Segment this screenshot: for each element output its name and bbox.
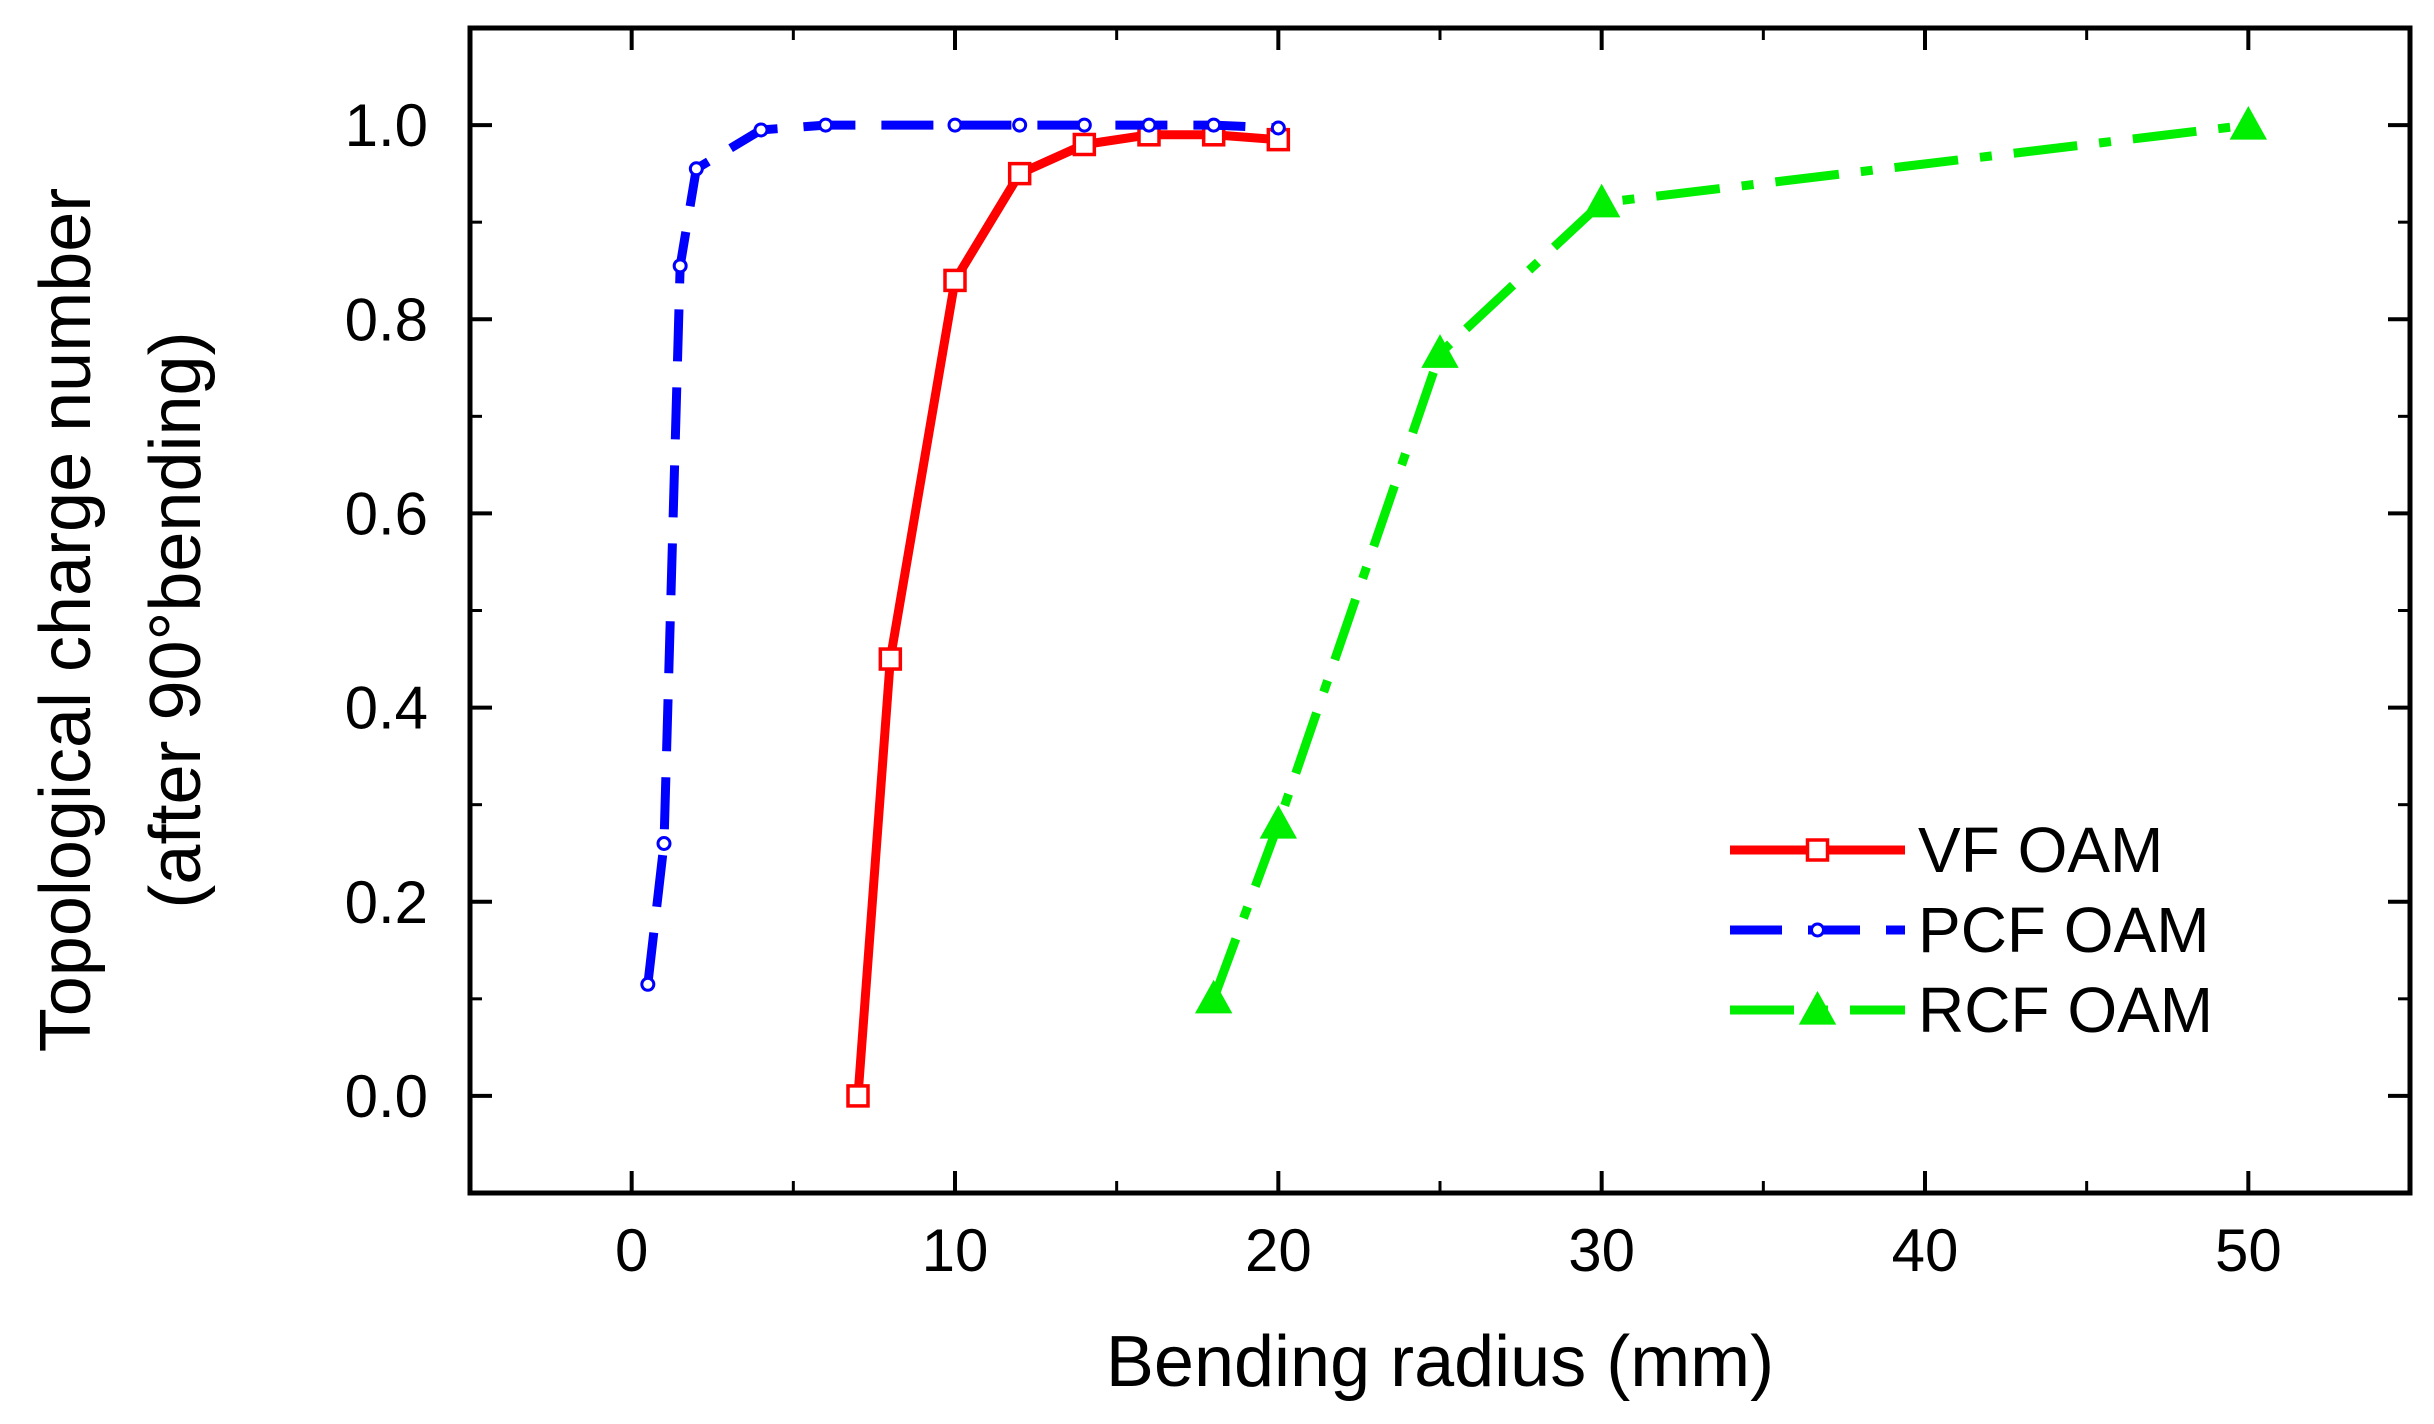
y-tick-label: 1.0 bbox=[345, 92, 428, 159]
x-tick-label: 20 bbox=[1245, 1217, 1312, 1284]
data-point-vf-oam bbox=[878, 647, 903, 671]
legend: VF OAM PCF OAM RCF OAM bbox=[1730, 814, 2213, 1046]
data-point-vf-oam bbox=[943, 268, 967, 293]
y-axis-title-line-1: Topological charge number bbox=[26, 188, 106, 1053]
legend-label-rcf-oam: RCF OAM bbox=[1918, 974, 2213, 1046]
data-point-rcf-oam bbox=[1194, 979, 1233, 1014]
data-point-vf-oam bbox=[1072, 132, 1097, 157]
data-point-pcf-oam bbox=[656, 836, 672, 851]
x-tick-label: 50 bbox=[2215, 1217, 2282, 1284]
plot-area bbox=[467, 25, 2413, 1196]
series-line-pcf-oam bbox=[643, 120, 1279, 985]
legend-marker-rcf-oam bbox=[1798, 990, 1837, 1025]
x-axis-ticks: 0 10 20 30 40 50 bbox=[615, 28, 2282, 1284]
series-pcf-oam bbox=[640, 117, 1286, 992]
y-tick-label: 0.0 bbox=[345, 1063, 428, 1130]
series-vf-oam bbox=[846, 123, 1291, 1108]
legend-label-vf-oam: VF OAM bbox=[1918, 814, 2163, 886]
data-point-pcf-oam bbox=[818, 117, 834, 133]
data-point-pcf-oam bbox=[688, 161, 704, 177]
data-point-pcf-oam bbox=[1012, 117, 1028, 133]
series-rcf-oam bbox=[1194, 106, 2268, 1014]
legend-marker-vf-oam bbox=[1805, 838, 1830, 862]
x-tick-label: 10 bbox=[922, 1217, 989, 1284]
x-tick-label: 0 bbox=[615, 1217, 648, 1284]
data-point-pcf-oam bbox=[1206, 117, 1222, 133]
y-tick-label: 0.6 bbox=[345, 480, 428, 547]
y-tick-label: 0.2 bbox=[345, 869, 428, 936]
data-point-vf-oam bbox=[1007, 161, 1032, 186]
series-line-rcf-oam bbox=[1209, 120, 2249, 1001]
x-tick-label: 30 bbox=[1568, 1217, 1635, 1284]
data-point-vf-oam bbox=[846, 1084, 870, 1108]
y-axis-ticks: 0.0 0.2 0.4 0.6 0.8 1.0 bbox=[345, 92, 2410, 1130]
data-point-pcf-oam bbox=[672, 258, 688, 274]
data-point-rcf-oam bbox=[2229, 106, 2268, 140]
data-point-pcf-oam bbox=[1270, 120, 1286, 136]
data-point-rcf-oam bbox=[1421, 334, 1459, 368]
x-tick-label: 40 bbox=[1892, 1217, 1959, 1284]
y-tick-label: 0.8 bbox=[345, 286, 428, 353]
data-point-rcf-oam bbox=[1582, 183, 1621, 218]
data-point-pcf-oam bbox=[1141, 117, 1157, 133]
data-point-pcf-oam bbox=[947, 117, 963, 133]
y-axis-title-line-2: (after 90°bending) bbox=[136, 331, 216, 908]
series-layer bbox=[640, 106, 2268, 1108]
y-tick-label: 0.4 bbox=[345, 675, 428, 742]
legend-marker-pcf-oam bbox=[1810, 922, 1825, 938]
data-point-pcf-oam bbox=[640, 976, 656, 992]
x-axis-title: Bending radius (mm) bbox=[1106, 1322, 1774, 1402]
legend-label-pcf-oam: PCF OAM bbox=[1918, 894, 2210, 966]
data-point-rcf-oam bbox=[1259, 805, 1298, 839]
data-point-pcf-oam bbox=[753, 122, 769, 138]
data-point-pcf-oam bbox=[1076, 117, 1092, 133]
